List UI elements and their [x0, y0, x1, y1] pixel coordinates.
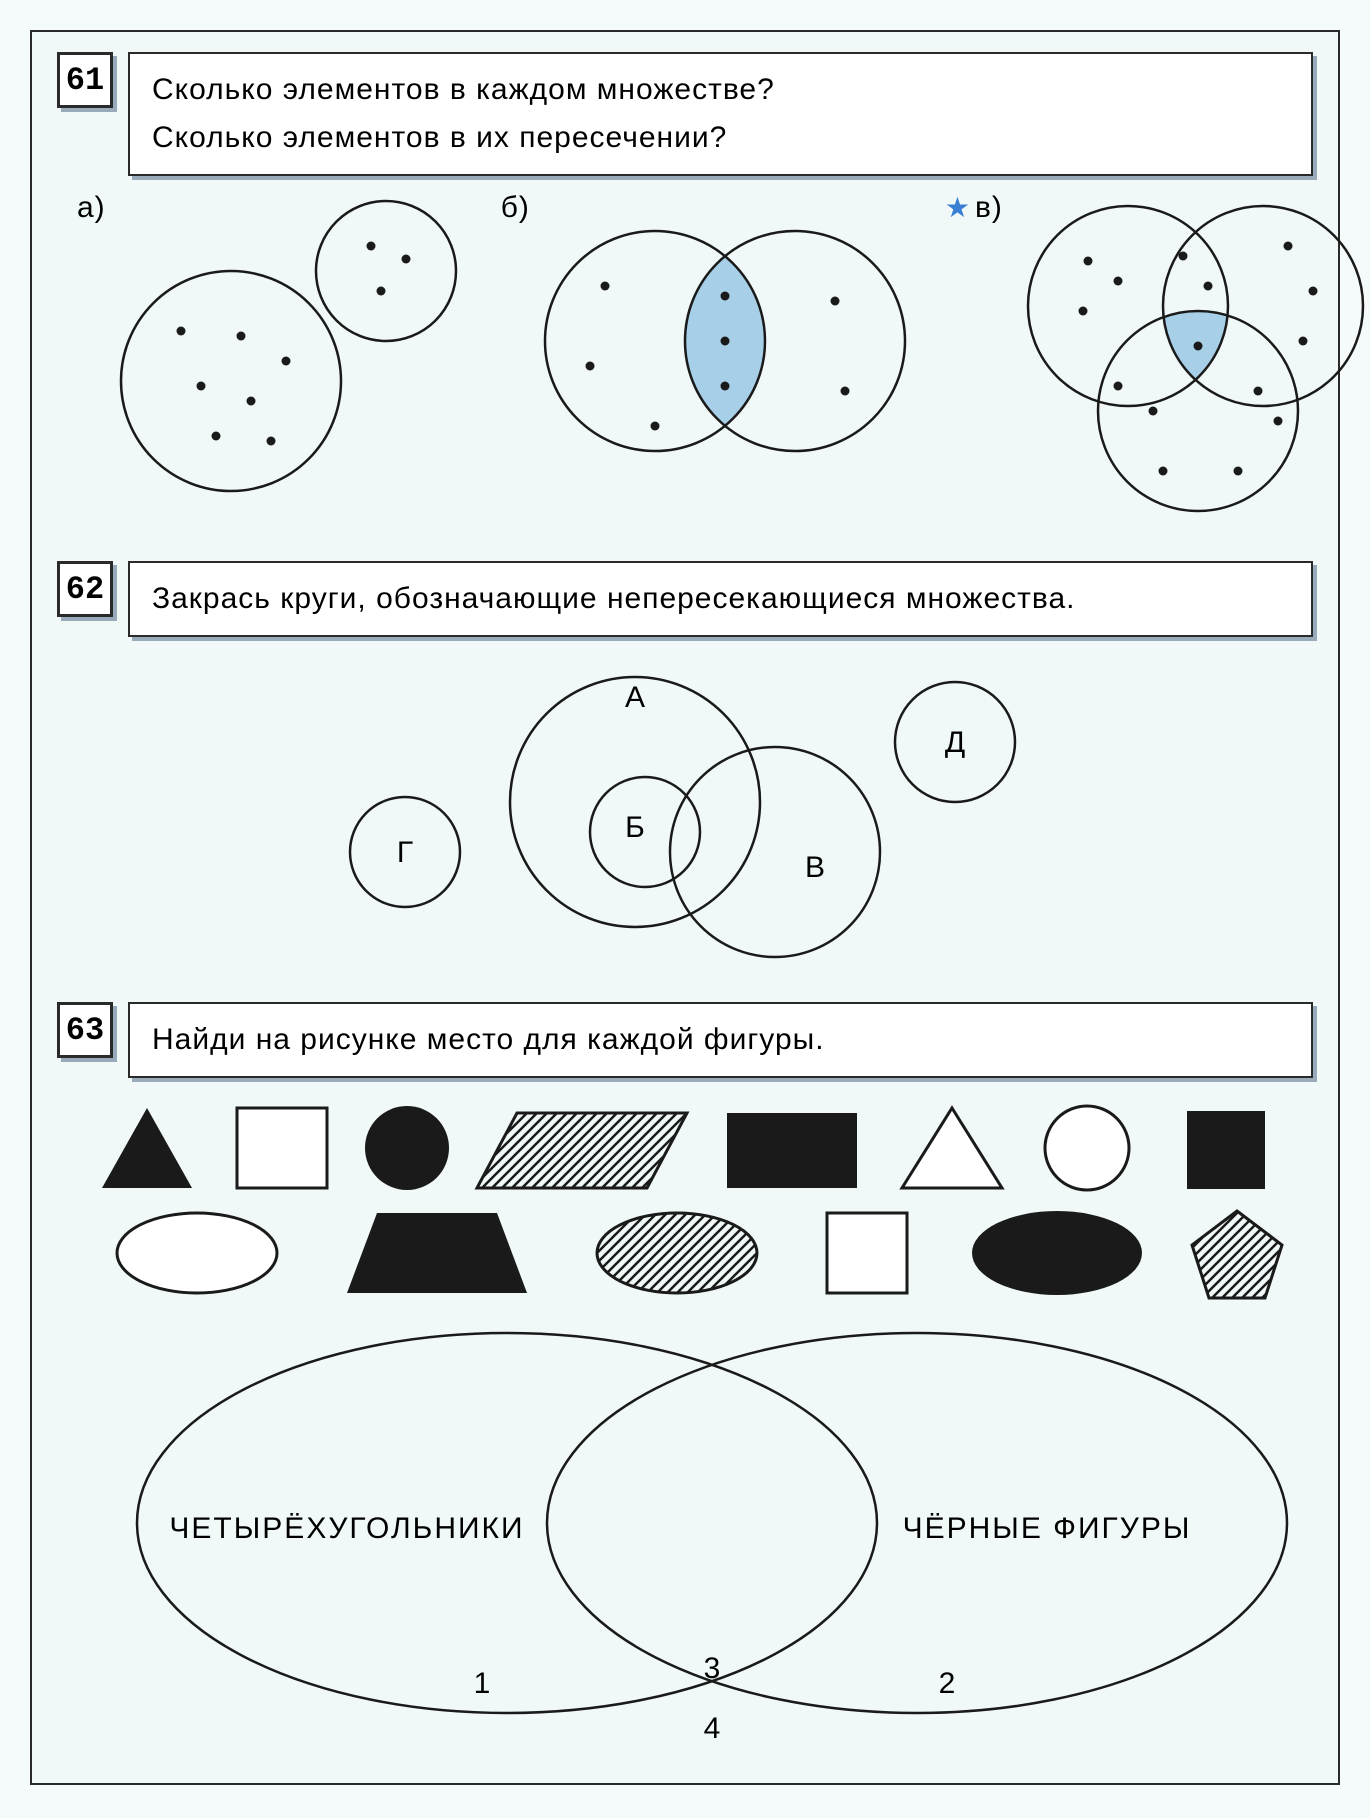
- task-prompt-62: Закрась круги, обозначающие непересекающ…: [128, 561, 1313, 637]
- svg-text:Б: Б: [625, 811, 645, 844]
- subtask-61c: ★ в): [945, 191, 1370, 521]
- prompt-line-2: Сколько элементов в их пересечении?: [152, 121, 727, 154]
- svg-text:Д: Д: [945, 726, 965, 759]
- worksheet-page: 61 Сколько элементов в каждом множестве?…: [30, 30, 1340, 1785]
- venn-left-label: ЧЕТЫРЁХУГОЛЬНИКИ: [169, 1512, 524, 1545]
- diagram-61a: [111, 191, 471, 501]
- venn-63: ЧЕТЫРЁХУГОЛЬНИКИ ЧЁРНЫЕ ФИГУРЫ 1 2 3 4: [87, 1313, 1327, 1743]
- venn-right-label: ЧЁРНЫЕ ФИГУРЫ: [903, 1512, 1192, 1545]
- task-61-header: 61 Сколько элементов в каждом множестве?…: [57, 52, 1313, 176]
- label-61c: в): [975, 191, 1003, 225]
- diagram-61b: [535, 191, 915, 471]
- label-61b: б): [501, 191, 530, 225]
- region-2: 2: [939, 1667, 956, 1700]
- task-63-header: 63 Найди на рисунке место для каждой фиг…: [57, 1002, 1313, 1078]
- subtask-61a: а): [77, 191, 471, 501]
- subtask-61b: б): [501, 191, 915, 471]
- task-61-body: а) б): [57, 191, 1313, 521]
- shapes-row-1: [87, 1093, 1327, 1203]
- task-number-63: 63: [57, 1002, 113, 1058]
- task-62-body: Г А Б В Д: [57, 652, 1313, 962]
- task-prompt-61: Сколько элементов в каждом множестве? Ск…: [128, 52, 1313, 176]
- shapes-row-2: [87, 1203, 1327, 1313]
- task-number-62: 62: [57, 561, 113, 617]
- region-4: 4: [704, 1712, 721, 1743]
- task-62-header: 62 Закрась круги, обозначающие непересек…: [57, 561, 1313, 637]
- region-3: 3: [704, 1652, 721, 1685]
- task-prompt-63: Найди на рисунке место для каждой фигуры…: [128, 1002, 1313, 1078]
- svg-text:В: В: [805, 851, 825, 884]
- star-icon: ★: [945, 191, 970, 224]
- svg-text:А: А: [625, 681, 645, 714]
- label-61a: а): [77, 191, 106, 225]
- svg-text:Г: Г: [397, 836, 413, 869]
- region-1: 1: [474, 1667, 491, 1700]
- task-number-61: 61: [57, 52, 113, 108]
- task-63-body: ЧЕТЫРЁХУГОЛЬНИКИ ЧЁРНЫЕ ФИГУРЫ 1 2 3 4: [57, 1093, 1313, 1743]
- prompt-line-1: Сколько элементов в каждом множестве?: [152, 73, 775, 106]
- diagram-61c: [1008, 191, 1370, 521]
- diagram-62: Г А Б В Д: [305, 652, 1065, 962]
